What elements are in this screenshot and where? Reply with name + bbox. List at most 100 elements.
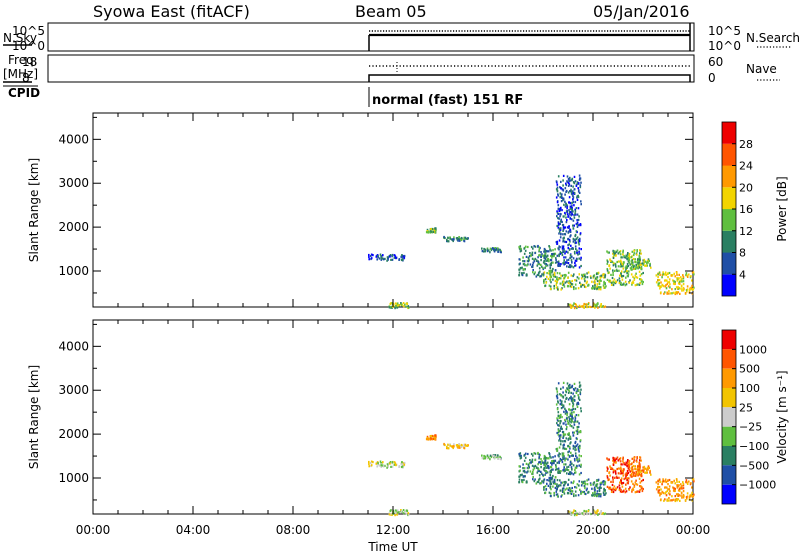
power-echo-cell: [557, 277, 560, 280]
power-echo-cell: [676, 271, 678, 274]
power-plot-frame: [92, 112, 694, 308]
velocity-echo-cell: [657, 486, 659, 489]
velocity-echo-cell: [565, 468, 567, 471]
power-echo-cell: [642, 280, 644, 284]
velocity-echo-cell: [558, 455, 560, 458]
power-echo-cell: [539, 253, 541, 257]
power-echo-cell: [486, 248, 489, 251]
velocity-echo-cell: [543, 454, 546, 458]
velocity-echo-cell: [570, 421, 572, 424]
velocity-echo-cell: [521, 481, 524, 484]
velocity-echo-cell: [631, 457, 634, 460]
power-echo-cell: [559, 282, 562, 285]
velocity-echo-cell: [613, 485, 616, 488]
power-echo-cell: [536, 264, 539, 267]
power-echo-cell: [620, 261, 623, 264]
velocity-ytick-label: 2000: [58, 427, 89, 441]
power-echo-cell: [627, 265, 630, 268]
power-echo-cell: [591, 287, 593, 290]
velocity-echo-cell: [640, 480, 643, 483]
power-echo-cell: [631, 281, 633, 284]
velocity-echo-cell: [570, 511, 573, 514]
power-echo-cell: [620, 256, 622, 259]
power-echo-cell: [493, 247, 495, 251]
velocity-echo-cell: [602, 480, 604, 483]
power-echo-cell: [560, 233, 562, 236]
velocity-echo-cell: [542, 473, 544, 476]
power-echo-cell: [564, 250, 566, 253]
power-echo-cell: [538, 267, 541, 270]
power-echo-cell: [553, 255, 555, 258]
velocity-echo-cell: [598, 488, 601, 491]
power-echo-cell: [611, 276, 614, 280]
noise-panel: N.Sky 10^5 10^0 10^5 10^0 N.Search: [3, 22, 800, 53]
freq-trace: [368, 74, 691, 82]
velocity-echo-cell: [430, 437, 432, 440]
power-echo-cell: [626, 255, 629, 258]
velocity-echo-cell: [562, 405, 565, 408]
power-echo-cell: [384, 257, 386, 260]
velocity-echo-cell: [578, 484, 580, 487]
power-echo-cell: [561, 280, 564, 283]
power-echo-cell: [571, 255, 573, 258]
power-echo-cell: [606, 278, 609, 281]
power-echo-cell: [570, 306, 572, 309]
power-echo-cell: [559, 277, 562, 280]
velocity-echo-cell: [565, 391, 568, 394]
velocity-echo-cell: [685, 479, 688, 482]
velocity-echo-cell: [458, 444, 460, 447]
power-echo-cell: [693, 273, 695, 276]
velocity-echo-cell: [552, 480, 554, 483]
power-echo-cell: [639, 274, 642, 277]
velocity-echo-cell: [575, 510, 577, 513]
power-echo-cell: [676, 279, 679, 282]
power-echo-cell: [607, 271, 610, 274]
power-echo-cell: [466, 237, 469, 240]
power-echo-cell: [612, 283, 615, 287]
power-echo-cell: [677, 287, 679, 290]
power-echo-cell: [563, 261, 565, 264]
power-echo-cell: [544, 284, 547, 287]
velocity-echo-cell: [636, 460, 638, 463]
velocity-echo-cell: [572, 511, 574, 514]
nave-label: Nave: [746, 62, 777, 76]
power-colorbar-label: 28: [739, 138, 753, 151]
power-echo-cell: [572, 227, 575, 230]
power-echo-cell: [604, 276, 606, 279]
power-echo-cell: [562, 233, 564, 236]
power-echo-cell: [446, 240, 449, 243]
velocity-echo-cell: [407, 513, 410, 516]
power-echo-cell: [637, 261, 639, 264]
power-echo-cell: [578, 215, 580, 218]
power-echo-cell: [589, 275, 592, 278]
velocity-echo-cell: [562, 436, 564, 439]
power-echo-cell: [610, 281, 613, 284]
velocity-echo-cell: [659, 480, 661, 483]
velocity-echo-cell: [534, 458, 536, 462]
freq-label: Freq.: [8, 53, 38, 67]
velocity-echo-cell: [668, 497, 670, 500]
velocity-echo-cell: [612, 459, 614, 462]
power-echo-cell: [615, 268, 618, 271]
velocity-echo-cell: [634, 474, 637, 477]
velocity-echo-cell: [494, 454, 497, 457]
velocity-echo-cell: [659, 494, 661, 497]
velocity-echo-cell: [572, 392, 574, 395]
velocity-echo-cell: [569, 386, 572, 389]
velocity-echo-cell: [580, 492, 583, 495]
velocity-echo-cell: [484, 457, 487, 460]
velocity-echo-cell: [575, 390, 578, 393]
velocity-echo-cell: [482, 457, 485, 460]
velocity-echo-cell: [677, 493, 679, 496]
velocity-echo-cell: [574, 490, 577, 493]
velocity-echo-cell: [546, 479, 548, 482]
xtick-label: 00:00: [76, 523, 111, 537]
power-echo-cell: [559, 186, 561, 189]
velocity-echo-cell: [666, 498, 668, 501]
velocity-echo-cell: [397, 511, 400, 514]
power-echo-cell: [556, 210, 558, 213]
velocity-echo-cell: [571, 417, 573, 420]
power-echo-cell: [618, 269, 620, 272]
velocity-echo-cell: [672, 498, 675, 501]
power-echo-cell: [368, 253, 370, 257]
